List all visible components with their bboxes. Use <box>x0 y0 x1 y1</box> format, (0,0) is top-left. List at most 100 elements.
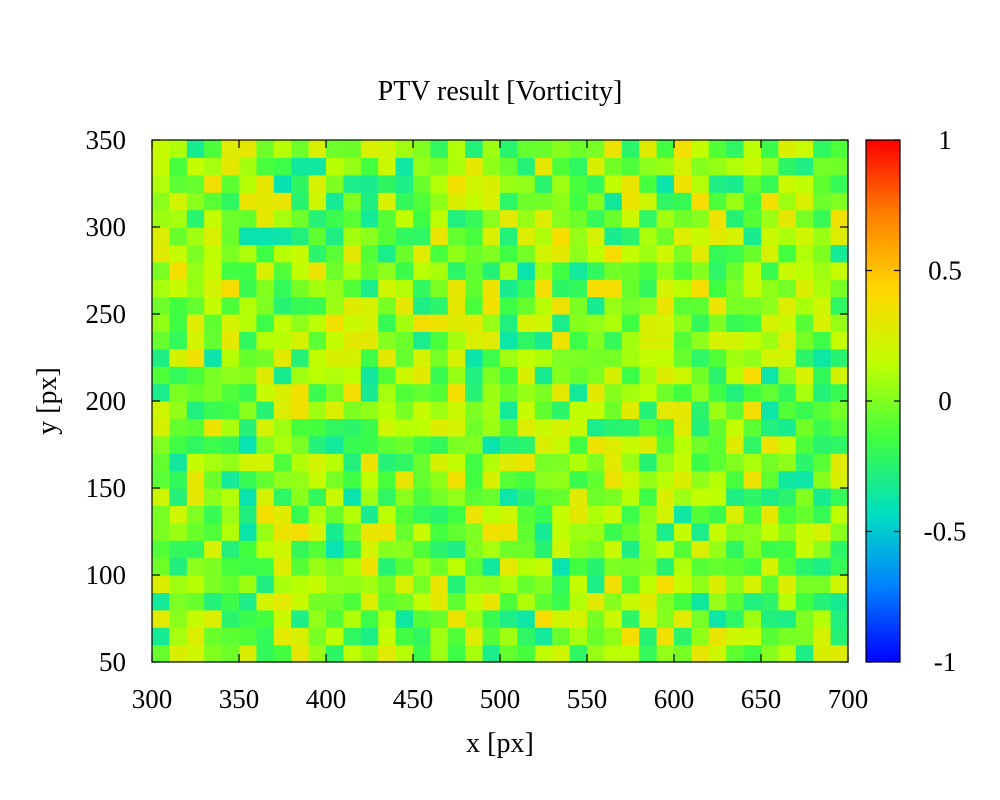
heatmap-cell <box>186 366 205 385</box>
heatmap-cell <box>308 644 327 663</box>
heatmap-cell <box>360 366 379 385</box>
heatmap-cell <box>482 488 501 506</box>
heatmap-cell <box>152 348 170 367</box>
heatmap-cell <box>326 157 344 176</box>
heatmap-cell <box>465 644 484 663</box>
heatmap-cell <box>308 296 327 315</box>
heatmap-cell <box>517 401 536 419</box>
heatmap-cell <box>830 209 849 228</box>
heatmap-cell <box>795 522 814 541</box>
heatmap-cell <box>656 540 675 559</box>
heatmap-cell <box>204 418 223 437</box>
heatmap-cell <box>343 435 362 454</box>
heatmap-cell <box>482 227 501 245</box>
heatmap-cell <box>308 244 327 263</box>
heatmap-cell <box>221 314 240 332</box>
heatmap-cell <box>691 331 710 350</box>
heatmap-cell <box>587 296 605 315</box>
heatmap-cell <box>569 418 588 437</box>
heatmap-cell <box>186 453 205 472</box>
heatmap-cell <box>360 418 379 437</box>
heatmap-cell <box>708 209 727 228</box>
heatmap-cell <box>239 575 257 593</box>
heatmap-cell <box>587 609 605 628</box>
heatmap-cell <box>395 192 414 211</box>
heatmap-cell <box>378 157 397 176</box>
heatmap-cell <box>273 140 292 158</box>
heatmap-cell <box>604 383 623 402</box>
x-axis-ticks: 300 350 400 450 500 550 600 650 700 <box>132 140 868 714</box>
heatmap-cell <box>186 575 205 593</box>
heatmap-cell <box>360 331 379 350</box>
heatmap-cell <box>326 366 344 385</box>
heatmap-cell <box>674 261 692 280</box>
heatmap-cell <box>778 279 797 298</box>
heatmap-cell <box>360 383 379 402</box>
heatmap-cell <box>534 261 553 280</box>
heatmap-cell <box>273 192 292 211</box>
y-tick-label: 50 <box>99 647 126 677</box>
heatmap-cell <box>447 418 466 437</box>
heatmap-cell <box>691 575 710 593</box>
heatmap-cell <box>273 609 292 628</box>
heatmap-cell <box>656 296 675 315</box>
heatmap-cell <box>430 418 449 437</box>
heatmap-cell <box>169 261 188 280</box>
heatmap-cell <box>587 470 605 489</box>
colorbar-tick-label: -0.5 <box>924 517 967 547</box>
heatmap-cell <box>656 348 675 367</box>
heatmap-cell <box>604 366 623 385</box>
heatmap-cell <box>152 209 170 228</box>
heatmap-cell <box>256 435 275 454</box>
heatmap-cell <box>674 401 692 419</box>
heatmap-cell <box>552 592 571 611</box>
heatmap-cell <box>256 348 275 367</box>
heatmap-cell <box>778 592 797 611</box>
heatmap-cell <box>813 435 832 454</box>
heatmap-cell <box>587 592 605 611</box>
heatmap-cell <box>273 418 292 437</box>
heatmap-cell <box>778 227 797 245</box>
heatmap-cell <box>569 140 588 158</box>
heatmap-cell <box>430 540 449 559</box>
heatmap-cell <box>465 261 484 280</box>
heatmap-cell <box>830 522 849 541</box>
heatmap-cell <box>813 540 832 559</box>
heatmap-cell <box>691 644 710 663</box>
heatmap-cell <box>500 609 518 628</box>
heatmap-cell <box>326 331 344 350</box>
heatmap-cell <box>604 470 623 489</box>
heatmap-cell <box>569 557 588 576</box>
heatmap-cell <box>674 314 692 332</box>
heatmap-cell <box>500 540 518 559</box>
heatmap-cell <box>291 453 310 472</box>
heatmap-cell <box>621 540 640 559</box>
heatmap-cell <box>569 192 588 211</box>
heatmap-cell <box>152 314 170 332</box>
heatmap-cell <box>465 575 484 593</box>
heatmap-cell <box>204 348 223 367</box>
heatmap-cell <box>465 505 484 524</box>
heatmap-cell <box>743 331 762 350</box>
heatmap-cell <box>552 314 571 332</box>
heatmap-cell <box>743 609 762 628</box>
heatmap-cell <box>813 192 832 211</box>
heatmap-cell <box>830 453 849 472</box>
heatmap-cell <box>204 505 223 524</box>
heatmap-cell <box>291 261 310 280</box>
heatmap-cell <box>830 609 849 628</box>
x-tick-label: 450 <box>393 684 434 714</box>
heatmap-cell <box>360 575 379 593</box>
heatmap-cell <box>813 244 832 263</box>
heatmap-cell <box>830 331 849 350</box>
heatmap-cell <box>830 488 849 506</box>
heatmap-cell <box>517 174 536 193</box>
heatmap-cell <box>500 296 518 315</box>
heatmap-cell <box>152 557 170 576</box>
heatmap-cell <box>761 157 779 176</box>
heatmap-cell <box>552 540 571 559</box>
heatmap-cell <box>761 192 779 211</box>
heatmap-cell <box>621 627 640 646</box>
heatmap-cell <box>395 261 414 280</box>
heatmap-cell <box>517 348 536 367</box>
